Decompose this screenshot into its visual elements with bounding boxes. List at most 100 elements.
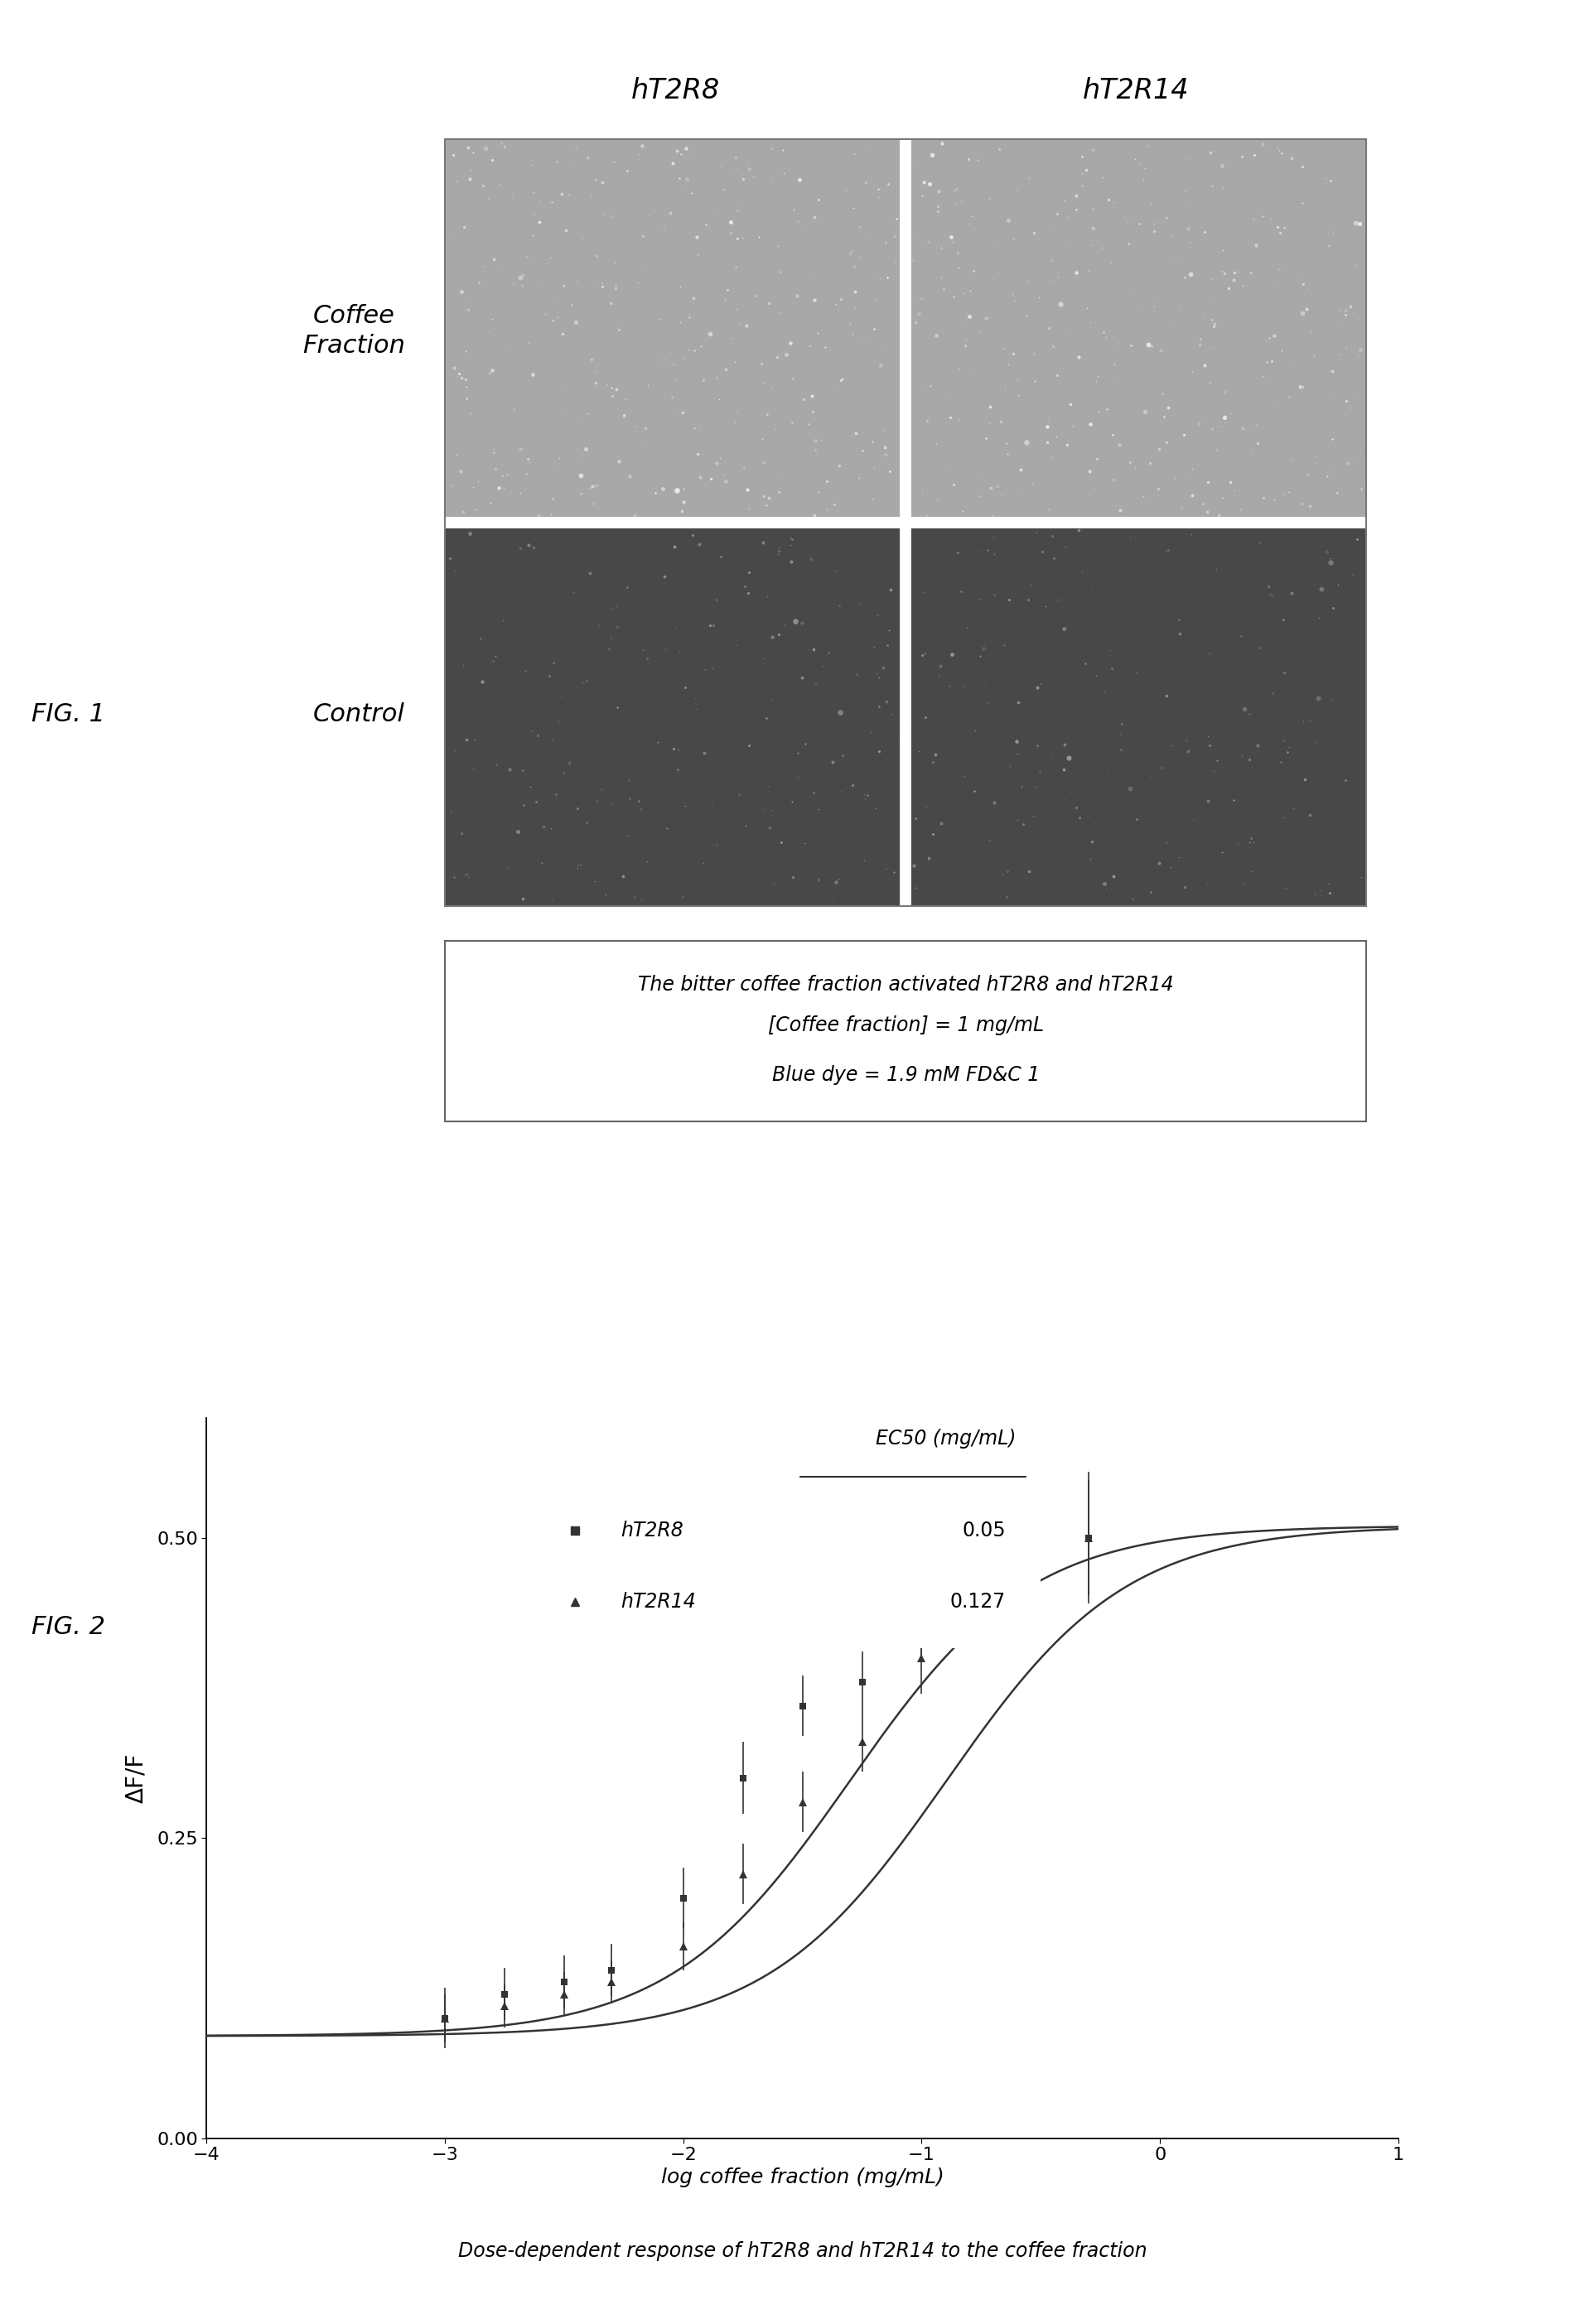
Point (686, 525, 712, 562)
Point (537, 239, 563, 277)
Point (1077, 407, 1103, 444)
Point (631, 249, 656, 286)
Point (1077, 572, 1103, 609)
Point (667, 267, 693, 304)
Point (469, 662, 494, 700)
Point (1046, 581, 1071, 618)
Point (520, 216, 545, 253)
Point (771, 153, 796, 191)
Point (872, 223, 898, 260)
Point (510, 751, 535, 788)
Point (901, 149, 926, 186)
Point (1290, 149, 1316, 186)
Point (1316, 451, 1341, 488)
Point (553, 372, 578, 409)
Point (1106, 328, 1131, 365)
Point (1098, 244, 1123, 281)
Point (810, 646, 836, 683)
Point (1119, 328, 1144, 365)
Point (871, 648, 896, 686)
Point (860, 479, 885, 516)
Point (683, 679, 709, 716)
Point (758, 790, 783, 827)
Point (791, 825, 817, 862)
Point (955, 609, 980, 646)
Point (1187, 328, 1212, 365)
Point (540, 479, 566, 516)
Point (806, 474, 831, 511)
Point (766, 228, 791, 265)
Point (712, 456, 737, 493)
Point (785, 335, 810, 372)
Point (1251, 479, 1276, 516)
Point (1176, 209, 1201, 246)
Point (988, 476, 1014, 514)
Point (874, 683, 899, 720)
Point (1209, 834, 1235, 872)
Point (550, 316, 575, 353)
Point (1128, 579, 1154, 616)
Point (972, 300, 998, 337)
Point (650, 342, 675, 379)
Point (617, 779, 642, 816)
Point (1349, 858, 1374, 895)
Point (1039, 734, 1065, 772)
Point (839, 767, 864, 804)
Point (941, 172, 966, 209)
Point (952, 758, 977, 795)
Point (1266, 132, 1292, 170)
Point (561, 574, 586, 611)
Point (486, 165, 512, 202)
Point (820, 744, 845, 781)
Point (731, 218, 756, 256)
Point (1192, 346, 1217, 383)
Point (936, 376, 961, 414)
Point (995, 853, 1020, 890)
Point (1303, 439, 1328, 476)
Point (1023, 514, 1049, 551)
Point (539, 881, 564, 918)
Point (965, 458, 990, 495)
Point (594, 365, 620, 402)
Point (1320, 214, 1346, 251)
Point (605, 688, 631, 725)
Point (1231, 690, 1257, 727)
Point (971, 630, 996, 667)
Point (1084, 442, 1109, 479)
Point (841, 191, 866, 228)
Point (861, 311, 887, 349)
Point (1203, 551, 1228, 588)
Point (570, 437, 596, 474)
Point (489, 458, 515, 495)
Point (828, 695, 853, 732)
Point (659, 376, 685, 414)
Point (1023, 769, 1049, 806)
Point (1346, 337, 1371, 374)
Point (852, 776, 877, 813)
Point (874, 437, 899, 474)
Point (564, 790, 590, 827)
Point (617, 762, 642, 799)
Point (1146, 469, 1171, 507)
Point (876, 611, 901, 648)
Point (925, 193, 950, 230)
Point (1333, 762, 1359, 799)
Point (898, 709, 923, 746)
Point (866, 732, 891, 769)
Point (1308, 872, 1333, 909)
Point (1066, 799, 1092, 837)
FancyBboxPatch shape (445, 941, 1367, 1120)
Point (1251, 198, 1276, 235)
Point (666, 521, 691, 558)
Point (655, 809, 680, 846)
Point (856, 323, 882, 360)
Point (837, 235, 863, 272)
Point (1125, 290, 1150, 328)
Point (1004, 723, 1030, 760)
Point (510, 267, 535, 304)
Point (1271, 653, 1297, 690)
Point (556, 177, 582, 214)
Point (1239, 430, 1265, 467)
Point (1057, 311, 1082, 349)
Point (1293, 290, 1319, 328)
